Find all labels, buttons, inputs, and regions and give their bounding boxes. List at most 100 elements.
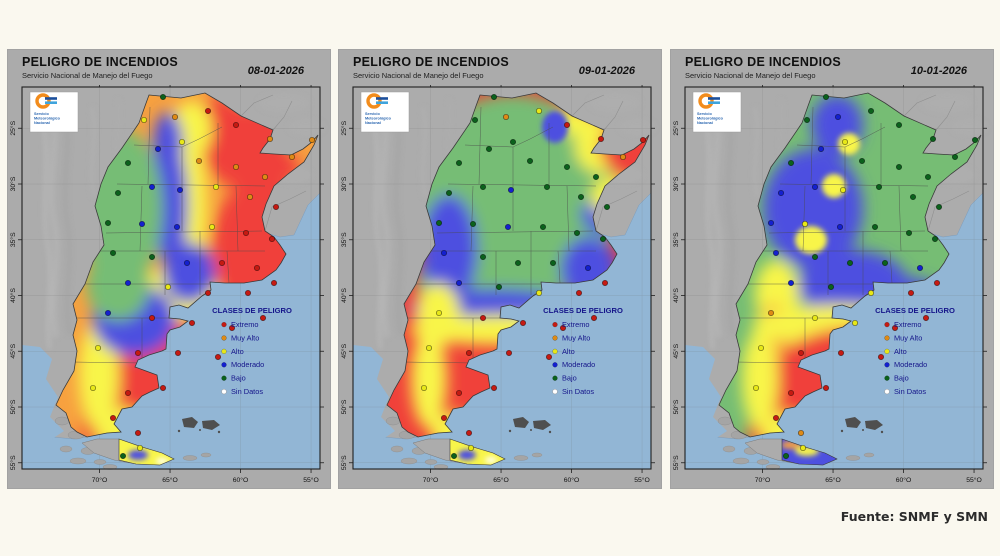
station-dot	[504, 223, 512, 231]
legend-label: Alto	[562, 347, 575, 356]
map-legend: CLASES DE PELIGRO Extremo Muy Alto Alto Mode…	[875, 306, 955, 396]
map-panel-day1: PELIGRO DE INCENDIOS Servicio Nacional d…	[7, 49, 331, 489]
latitude-label: 35°S	[340, 232, 348, 247]
station-dot	[573, 229, 581, 237]
station-dot	[933, 279, 941, 287]
station-dots	[89, 93, 316, 460]
station-dot	[445, 189, 453, 197]
station-dot	[124, 389, 132, 397]
svg-text:Servicio: Servicio	[365, 112, 380, 116]
station-dot	[909, 193, 917, 201]
longitude-label: 65°O	[162, 476, 178, 484]
legend-label: Extremo	[231, 320, 259, 329]
station-dot	[455, 159, 463, 167]
station-dot	[148, 314, 156, 322]
station-dots	[752, 93, 979, 460]
legend-swatch	[884, 321, 890, 328]
station-dot	[109, 249, 117, 257]
station-dot	[104, 219, 112, 227]
station-dot	[502, 113, 510, 121]
station-dot	[545, 353, 553, 361]
station-dot	[858, 157, 866, 165]
station-dot	[124, 159, 132, 167]
legend-label: Sin Datos	[231, 387, 263, 396]
station-dot	[514, 259, 522, 267]
latitude-label: 30°S	[672, 176, 680, 191]
station-dot	[603, 203, 611, 211]
panel-title: PELIGRO DE INCENDIOS	[22, 55, 179, 69]
legend-label: Alto	[894, 347, 907, 356]
panel-date: 10-01-2026	[910, 65, 967, 77]
malvinas-islands	[840, 417, 884, 434]
station-dot	[881, 259, 889, 267]
station-dot	[114, 189, 122, 197]
station-dot	[171, 113, 179, 121]
latitude-label: 25°S	[340, 120, 348, 135]
station-dot	[772, 249, 780, 257]
station-dot	[259, 314, 267, 322]
station-dot	[455, 389, 463, 397]
station-dot	[159, 93, 167, 101]
longitude-label: 60°O	[896, 476, 912, 484]
malvinas-islands	[177, 417, 221, 434]
station-dot	[109, 414, 117, 422]
station-dot	[212, 183, 220, 191]
station-dot	[929, 135, 937, 143]
latitude-label: 50°S	[672, 399, 680, 414]
legend-label: Moderado	[894, 360, 927, 369]
station-dot	[124, 279, 132, 287]
station-dot	[435, 309, 443, 317]
station-dot	[535, 107, 543, 115]
panel-date: 09-01-2026	[578, 65, 635, 77]
station-dots	[420, 93, 647, 460]
station-dot	[173, 223, 181, 231]
legend-label: Muy Alto	[562, 333, 590, 342]
station-dot	[188, 319, 196, 327]
station-dot	[440, 414, 448, 422]
latitude-label: 25°S	[9, 120, 17, 135]
latitude-label: 45°S	[9, 343, 17, 358]
neighbor-borders	[903, 94, 970, 232]
station-dot	[242, 229, 250, 237]
station-dot	[232, 121, 240, 129]
latitude-label: 55°S	[672, 455, 680, 470]
station-dot	[246, 193, 254, 201]
station-dot	[817, 145, 825, 153]
station-dot	[907, 289, 915, 297]
station-dot	[543, 183, 551, 191]
latitude-label: 25°S	[672, 120, 680, 135]
longitude-label: 60°O	[233, 476, 249, 484]
longitude-label: 60°O	[564, 476, 580, 484]
station-dot	[837, 349, 845, 357]
longitude-label: 70°O	[423, 476, 439, 484]
station-dot	[951, 153, 959, 161]
station-dot	[136, 444, 144, 452]
station-dot	[471, 116, 479, 124]
station-dot	[601, 279, 609, 287]
station-dot	[619, 153, 627, 161]
station-dot	[450, 452, 458, 460]
svg-text:Servicio: Servicio	[697, 112, 712, 116]
pacific-ocean	[22, 345, 68, 469]
station-dot	[94, 344, 102, 352]
station-dot	[490, 384, 498, 392]
svg-text:Meteorológico: Meteorológico	[697, 116, 724, 120]
station-dot	[924, 173, 932, 181]
legend-label: Muy Alto	[894, 333, 922, 342]
station-dot	[176, 186, 184, 194]
station-dot	[479, 253, 487, 261]
panel-subtitle: Servicio Nacional de Manejo del Fuego	[353, 71, 484, 80]
longitude-label: 55°O	[966, 476, 982, 484]
station-dot	[465, 429, 473, 437]
station-dot	[272, 203, 280, 211]
legend-swatch	[884, 388, 890, 395]
latitude-label: 50°S	[340, 399, 348, 414]
station-dot	[148, 253, 156, 261]
station-dot	[507, 186, 515, 194]
station-dot	[811, 314, 819, 322]
legend-label: Moderado	[562, 360, 595, 369]
station-dot	[811, 253, 819, 261]
latitude-label: 40°S	[340, 288, 348, 303]
latitude-label: 40°S	[9, 288, 17, 303]
